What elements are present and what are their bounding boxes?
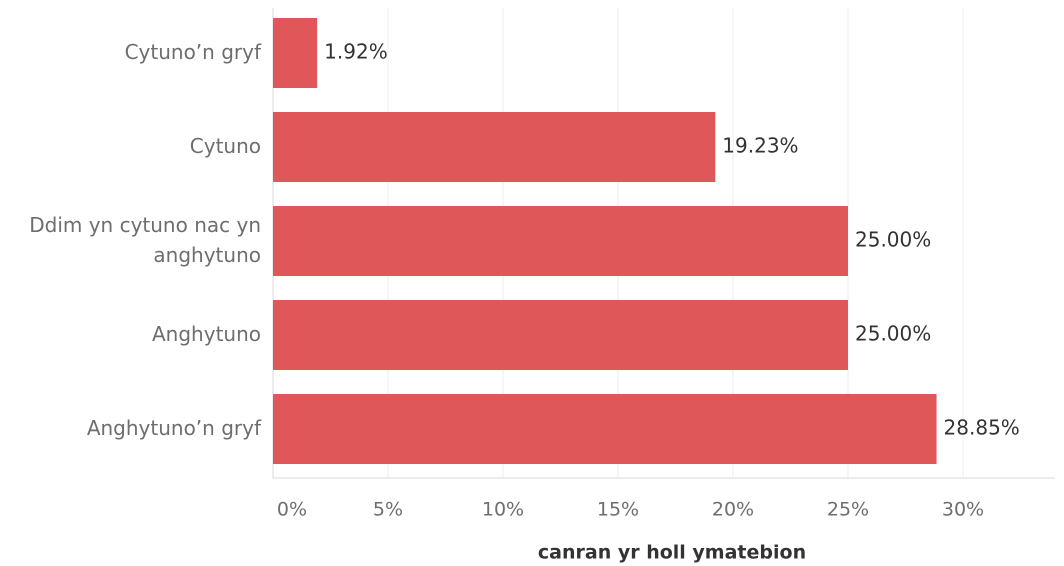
data-label-5: 28.85% <box>944 416 1020 440</box>
data-label-4: 25.00% <box>855 322 931 346</box>
tick-label-30: 30% <box>942 499 984 521</box>
bars <box>273 18 937 464</box>
bar-1 <box>273 18 318 88</box>
x-axis-title: canran yr holl ymatebion <box>538 542 806 564</box>
x-axis-ticks: 0% 5% 10% 15% 20% 25% 30% <box>277 499 984 521</box>
tick-label-25: 25% <box>827 499 869 521</box>
category-label-1: Cytuno’n gryf <box>125 40 262 64</box>
data-label-2: 19.23% <box>722 134 798 158</box>
category-label-5: Anghytuno’n gryf <box>87 416 262 440</box>
data-label-3: 25.00% <box>855 228 931 252</box>
bar-4 <box>273 300 848 370</box>
bar-2 <box>273 112 716 182</box>
category-label-3: Ddim yn cytuno nac yn anghytuno <box>29 213 261 267</box>
tick-label-10: 10% <box>482 499 524 521</box>
tick-label-15: 15% <box>597 499 639 521</box>
data-label-1: 1.92% <box>324 40 388 64</box>
tick-label-20: 20% <box>712 499 754 521</box>
tick-label-0: 0% <box>277 499 307 521</box>
tick-label-5: 5% <box>373 499 403 521</box>
bar-5 <box>273 394 937 464</box>
category-label-4: Anghytuno <box>152 322 261 346</box>
category-label-2: Cytuno <box>190 134 261 158</box>
category-labels: Cytuno’n gryf Cytuno Ddim yn cytuno nac yn… <box>29 40 262 440</box>
data-labels: 1.92% 19.23% 25.00% 25.00% 28.85% <box>324 40 1020 440</box>
bar-3 <box>273 206 848 276</box>
